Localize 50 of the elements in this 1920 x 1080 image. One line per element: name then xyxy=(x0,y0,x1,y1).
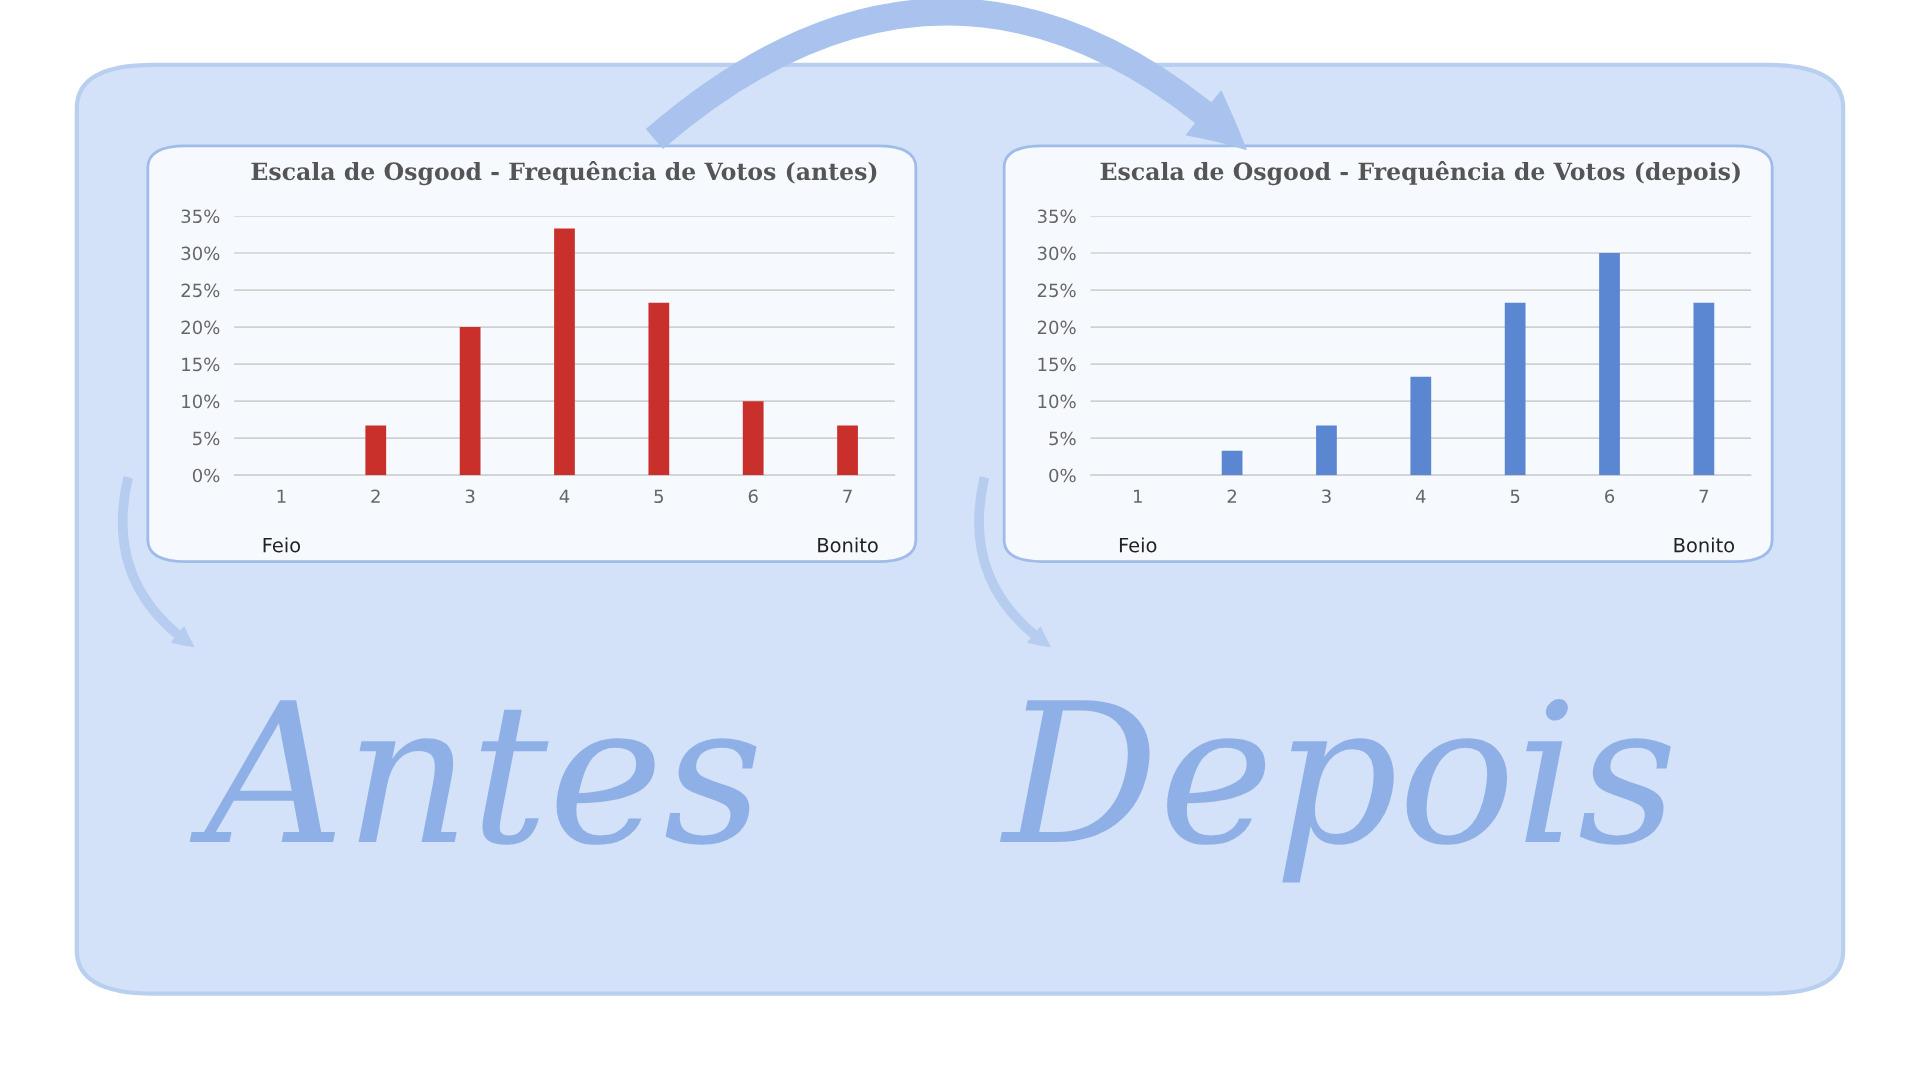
x-tick-label: 6 xyxy=(1605,489,1615,504)
y-tick-label: 35% xyxy=(181,209,220,224)
bar xyxy=(648,302,670,476)
bar xyxy=(837,425,858,476)
y-tick-label: 15% xyxy=(1038,357,1076,372)
y-tick-label: 0% xyxy=(1049,468,1076,483)
bar xyxy=(1504,302,1526,476)
x-tick-label: 7 xyxy=(843,489,852,503)
y-tick-label: 30% xyxy=(1037,246,1076,261)
bar xyxy=(554,228,575,476)
x-tick-label: 6 xyxy=(748,489,758,504)
bar xyxy=(1410,376,1432,476)
bar xyxy=(1599,253,1620,476)
bar xyxy=(1693,302,1715,476)
y-tick-label: 5% xyxy=(193,431,220,446)
x-tick-label: 5 xyxy=(654,489,663,504)
bar xyxy=(459,327,481,476)
text: Bonito xyxy=(1674,537,1735,553)
x-tick-label: 4 xyxy=(1415,489,1426,503)
y-tick-label: 20% xyxy=(1037,320,1076,335)
y-tick-label: 35% xyxy=(1037,209,1076,224)
bar xyxy=(742,401,764,476)
y-tick-label: 20% xyxy=(181,320,220,335)
x-tick-label: 2 xyxy=(371,489,380,503)
x-tick-label: 4 xyxy=(559,489,570,503)
x-tick-label: 7 xyxy=(1699,489,1709,503)
text: Bonito xyxy=(818,537,878,553)
y-tick-label: 15% xyxy=(182,357,220,372)
bar xyxy=(1316,425,1337,476)
y-tick-label: 5% xyxy=(1049,431,1076,446)
y-tick-label: 25% xyxy=(181,283,220,298)
text: Antes xyxy=(189,700,757,845)
chart-title: Escala de Osgood - Frequência de Votos (antes) xyxy=(251,161,877,186)
x-tick-label: 3 xyxy=(465,489,475,504)
y-tick-label: 0% xyxy=(192,468,220,483)
y-tick-label: 30% xyxy=(181,246,220,261)
y-tick-label: 25% xyxy=(1037,283,1076,298)
bar xyxy=(365,425,387,476)
x-tick-label: 1 xyxy=(1133,489,1142,503)
text: Feio xyxy=(1119,537,1157,553)
chart-title: Escala de Osgood - Frequência de Votos (depois) xyxy=(1100,161,1740,186)
text: Feio xyxy=(263,537,301,553)
x-tick-label: 3 xyxy=(1322,489,1331,504)
x-tick-label: 5 xyxy=(1510,489,1520,504)
x-tick-label: 1 xyxy=(277,489,286,503)
text: Depois xyxy=(999,698,1671,883)
bar xyxy=(1221,450,1243,476)
y-tick-label: 10% xyxy=(182,394,220,409)
y-tick-label: 10% xyxy=(1038,394,1076,409)
x-tick-label: 2 xyxy=(1227,489,1237,503)
